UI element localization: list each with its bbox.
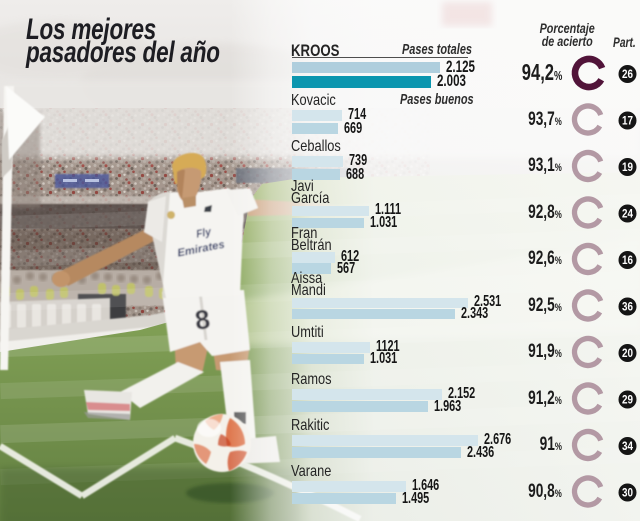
svg-text:19: 19 [622,160,633,174]
svg-text:34: 34 [622,439,633,453]
svg-text:20: 20 [622,346,633,360]
svg-text:26: 26 [622,67,633,81]
svg-text:16: 16 [622,253,633,267]
svg-text:36: 36 [622,300,633,314]
svg-text:24: 24 [622,207,633,221]
svg-text:Fly: Fly [195,226,213,241]
svg-text:30: 30 [622,486,633,500]
svg-text:17: 17 [622,114,633,128]
svg-text:29: 29 [622,393,633,407]
svg-text:8: 8 [193,304,212,336]
